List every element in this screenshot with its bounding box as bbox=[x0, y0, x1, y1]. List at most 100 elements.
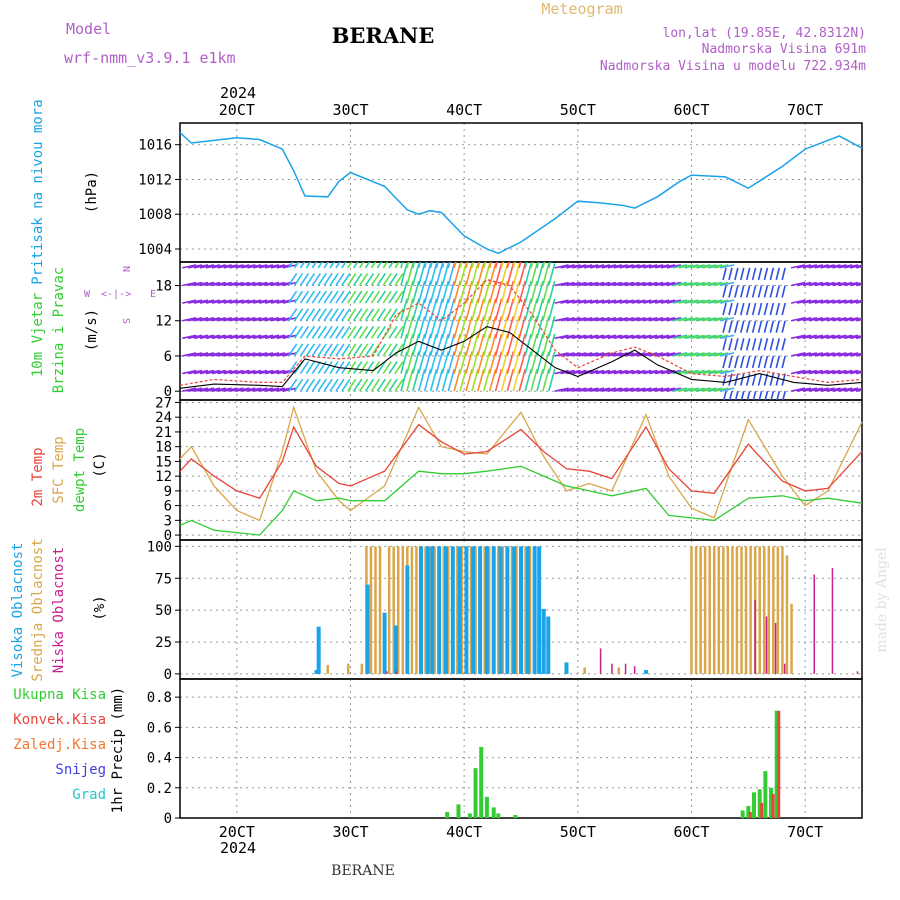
wind-arrow bbox=[223, 316, 238, 322]
wind-arrow bbox=[258, 299, 274, 304]
wind-arrow bbox=[247, 264, 262, 269]
wind-arrow bbox=[453, 316, 461, 339]
cloud-bar bbox=[474, 546, 477, 674]
wind-arrow bbox=[400, 351, 408, 374]
wind-arrow bbox=[205, 316, 221, 322]
x-tick-label-top: 60CT bbox=[673, 101, 709, 119]
wind-arrow bbox=[423, 368, 432, 392]
wind-arrow bbox=[643, 387, 658, 392]
wind-arrow bbox=[808, 369, 823, 375]
wind-arrow bbox=[482, 333, 491, 357]
wind-arrow bbox=[305, 262, 312, 269]
wind-arrow bbox=[607, 299, 623, 304]
wind-arrow bbox=[264, 387, 280, 392]
wind-arrow bbox=[572, 316, 587, 322]
wind-arrow bbox=[471, 368, 479, 392]
wind-arrow bbox=[264, 316, 280, 322]
wind-arrow bbox=[482, 280, 491, 304]
wind-arrow bbox=[370, 361, 381, 375]
wind-arrow bbox=[595, 369, 611, 375]
wind-arrow bbox=[613, 316, 628, 322]
wind-arrow bbox=[844, 334, 859, 340]
wind-arrow bbox=[649, 281, 664, 287]
wind-arrow bbox=[465, 316, 473, 339]
wind-arrow bbox=[211, 352, 226, 357]
wind-arrow bbox=[763, 285, 769, 298]
wind-arrow bbox=[547, 351, 556, 374]
wind-arrow bbox=[388, 308, 398, 322]
wind-arrow bbox=[584, 352, 599, 357]
wind-arrow bbox=[719, 316, 735, 322]
wind-arrow bbox=[488, 368, 497, 392]
wind-arrow bbox=[757, 302, 763, 316]
cloud-bar bbox=[442, 546, 445, 674]
cloud-bar bbox=[583, 667, 586, 674]
x-tick-label-bottom: 30CT bbox=[332, 823, 368, 841]
wind-arrow bbox=[684, 264, 699, 269]
cloud-bar bbox=[783, 663, 786, 674]
wind-arrow bbox=[258, 369, 274, 375]
wind-arrow bbox=[524, 333, 532, 357]
wind-arrow bbox=[417, 368, 426, 392]
wind-arrow bbox=[607, 352, 623, 357]
cloud-bar bbox=[428, 546, 432, 674]
wind-arrow bbox=[447, 316, 456, 339]
wind-arrow bbox=[500, 316, 509, 339]
wind-arrow bbox=[311, 343, 321, 357]
wind-arrow bbox=[702, 334, 717, 340]
meteogram-label: Meteogram bbox=[541, 0, 622, 18]
x-tick-label-top: 50CT bbox=[560, 101, 596, 119]
wind-arrow bbox=[607, 369, 623, 375]
wind-arrow bbox=[400, 316, 408, 339]
cloud-bar bbox=[512, 546, 517, 674]
wind-arrow bbox=[802, 264, 818, 269]
wind-arrow bbox=[690, 369, 705, 375]
wind-arrow bbox=[572, 369, 587, 375]
wind-arrow bbox=[790, 352, 806, 357]
wind-arrow bbox=[471, 263, 479, 286]
wind-arrow bbox=[488, 298, 497, 321]
cloud-bar bbox=[326, 664, 330, 674]
wind-arrow bbox=[341, 290, 351, 304]
temp-ylabel-2m: 2m Temp bbox=[30, 447, 46, 506]
wind-arrow bbox=[601, 387, 617, 392]
wind-arrow bbox=[702, 387, 717, 392]
wind-arrow bbox=[311, 290, 321, 304]
wind-arrow bbox=[376, 308, 386, 322]
wind-arrow bbox=[223, 352, 238, 357]
wind-ylabel-line2: Brzina i Pravac bbox=[51, 267, 67, 393]
wind-arrow bbox=[477, 333, 485, 357]
wind-arrow bbox=[400, 262, 404, 269]
wind-arrow bbox=[790, 264, 806, 269]
wind-arrow bbox=[341, 343, 351, 357]
cloud-ytick-label: 75 bbox=[155, 571, 172, 587]
wind-arrow bbox=[838, 369, 853, 375]
wind-arrow bbox=[844, 369, 859, 375]
wind-arrow bbox=[751, 355, 757, 369]
wind-arrow bbox=[524, 351, 532, 374]
wind-arrow bbox=[299, 308, 310, 322]
wind-arrow bbox=[763, 355, 769, 369]
wind-arrow bbox=[441, 333, 450, 357]
cloud-bar bbox=[433, 546, 436, 674]
wind-arrow bbox=[649, 264, 664, 269]
wind-arrow bbox=[182, 334, 197, 340]
wind-arrow bbox=[276, 316, 292, 322]
wind-arrow bbox=[482, 298, 491, 321]
wind-arrow bbox=[719, 352, 735, 357]
wind-arrow bbox=[235, 334, 250, 340]
cloud-bar bbox=[510, 546, 514, 674]
wind-arrow bbox=[601, 281, 617, 287]
precip-bar bbox=[763, 771, 768, 818]
wind-arrow bbox=[435, 262, 439, 269]
wind-arrow bbox=[666, 334, 682, 340]
wind-arrow bbox=[734, 355, 739, 369]
wind-arrow bbox=[790, 281, 806, 287]
cloud-bar bbox=[699, 546, 702, 674]
wind-arrow bbox=[441, 263, 450, 286]
cloud-bar bbox=[393, 625, 398, 674]
wind-arrow bbox=[649, 334, 664, 340]
wind-arrow bbox=[305, 308, 316, 322]
precip-ytick-label: 0.6 bbox=[147, 720, 172, 736]
wind-arrow bbox=[441, 298, 450, 321]
